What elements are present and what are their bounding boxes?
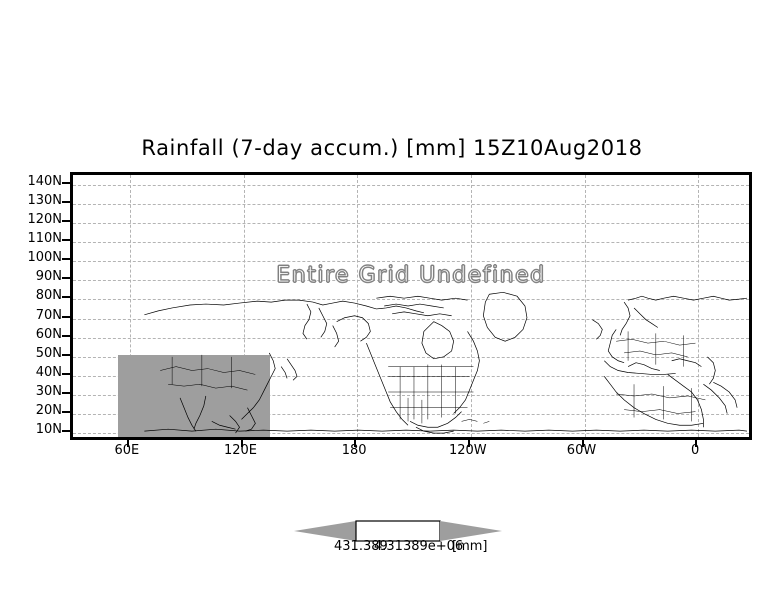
y-tick-mark-20N	[62, 411, 70, 414]
coastlines-southern-edge	[144, 429, 747, 431]
y-tick-mark-120N	[62, 219, 70, 222]
x-tick-label-120W: 120W	[448, 443, 487, 458]
y-tick-mark-110N	[62, 239, 70, 241]
y-tick-mark-10N	[62, 430, 70, 433]
y-tick-label-90N: 90N	[35, 269, 62, 285]
x-axis-ticks	[70, 440, 752, 448]
y-tick-label-80N: 80N	[35, 288, 62, 304]
colorbar-units-label: [mm]	[452, 539, 488, 554]
y-tick-label-10N: 10N	[35, 422, 62, 438]
colorbar-label-max: 4.31389e+06	[374, 539, 464, 554]
y-tick-label-110N: 110N	[27, 231, 62, 246]
page-title: Rainfall (7-day accum.) [mm] 15Z10Aug201…	[141, 136, 643, 160]
y-tick-mark-80N	[62, 296, 70, 299]
coastlines-eurasia	[144, 296, 747, 427]
y-tick-mark-60N	[62, 334, 70, 337]
y-tick-label-100N: 100N	[27, 250, 62, 266]
coastline-vectors	[73, 175, 749, 437]
y-tick-mark-90N	[62, 277, 70, 280]
y-tick-mark-100N	[62, 258, 70, 261]
y-tick-mark-140N	[62, 181, 70, 184]
x-tick-label-0: 0	[691, 443, 700, 458]
x-tick-label-180: 180	[341, 443, 367, 458]
colorbar-labels: 431.389 4.31389e+06 [mm]	[0, 540, 784, 560]
colorbar-graphic	[294, 520, 502, 542]
x-tick-mark-60E	[126, 440, 129, 447]
y-tick-label-120N: 120N	[27, 211, 62, 227]
y-tick-mark-130N	[62, 200, 70, 203]
x-tick-mark-120W	[467, 440, 470, 447]
y-tick-label-60N: 60N	[35, 326, 62, 342]
usa-state-borders	[388, 365, 473, 424]
y-tick-mark-40N	[62, 373, 70, 375]
y-axis-labels: 140N 130N 120N 110N 100N 90N 80N 70N 60N 50N 40N 30…	[0, 172, 62, 440]
y-tick-label-140N: 140N	[27, 173, 62, 189]
y-tick-mark-30N	[62, 392, 70, 395]
y-tick-label-50N: 50N	[35, 345, 62, 361]
colorbar-center-cell	[355, 520, 441, 542]
x-tick-label-60E: 60E	[114, 443, 140, 458]
coastlines-eastasia	[180, 304, 327, 433]
x-tick-label-60W: 60W	[566, 443, 597, 458]
y-tick-label-30N: 30N	[35, 384, 62, 400]
colorbar-right-extend	[440, 521, 502, 541]
colorbar-left-extend	[294, 521, 356, 541]
x-tick-mark-120E	[240, 440, 243, 447]
y-tick-label-70N: 70N	[35, 307, 62, 323]
map-inner: Entire Grid Undefined	[73, 175, 749, 437]
y-tick-mark-50N	[62, 353, 70, 356]
y-tick-label-40N: 40N	[35, 365, 62, 380]
country-borders-eurasia	[160, 331, 705, 421]
x-axis-labels: 60E120E180120W60W060E	[70, 444, 752, 466]
x-tick-mark-0	[695, 440, 698, 447]
colorbar[interactable]	[292, 518, 504, 544]
x-tick-label-120E: 120E	[223, 443, 258, 458]
y-tick-label-20N: 20N	[35, 403, 62, 419]
x-tick-mark-180	[354, 440, 357, 447]
y-tick-label-130N: 130N	[27, 192, 62, 208]
map-plot-area[interactable]: Entire Grid Undefined	[70, 172, 752, 440]
coastlines-northamerica	[333, 292, 527, 433]
y-tick-mark-70N	[62, 315, 70, 318]
x-tick-mark-60W	[581, 440, 584, 447]
y-axis-ticks	[0, 172, 70, 440]
colorbar-label-min: 431.389	[334, 539, 388, 554]
